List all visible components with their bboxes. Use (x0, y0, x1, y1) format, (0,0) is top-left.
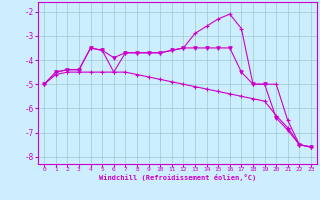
X-axis label: Windchill (Refroidissement éolien,°C): Windchill (Refroidissement éolien,°C) (99, 174, 256, 181)
